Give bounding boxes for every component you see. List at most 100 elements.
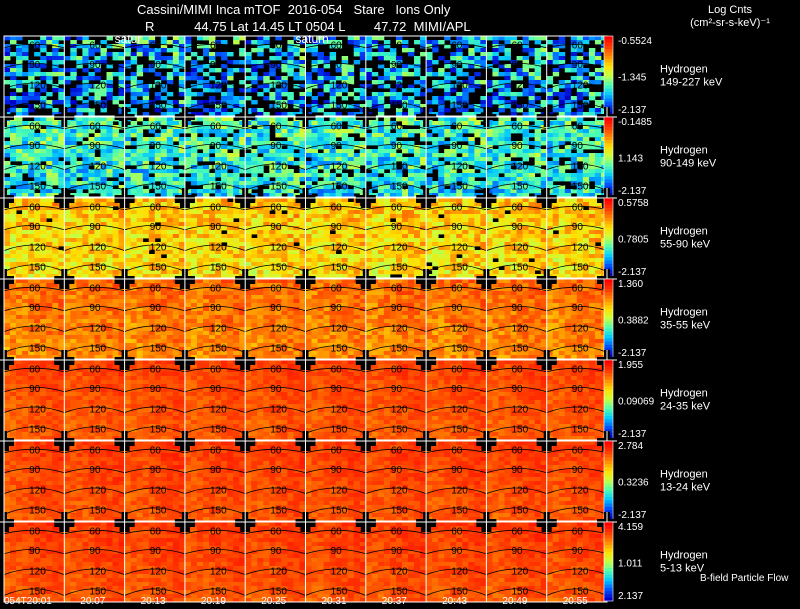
pitch-angle-contour — [64, 406, 125, 413]
colorbar-segment — [604, 503, 613, 508]
colorbar-max-label: -0.5524 — [618, 36, 652, 47]
pitch-angle-contour — [184, 102, 246, 110]
colorbar-segment — [604, 88, 613, 93]
colorbar-segment — [604, 464, 613, 468]
colorbar-segment — [604, 237, 613, 242]
energy-range-label: 90-149 keV — [660, 158, 717, 170]
row-crosshair-marker — [355, 188, 376, 208]
pitch-angle-contour — [245, 406, 306, 413]
pitch-angle-contour — [546, 143, 608, 150]
pitch-angle-contour — [305, 406, 366, 413]
pitch-angle-contour — [3, 286, 65, 292]
contour-label: 60 — [512, 284, 524, 295]
contour-label: 60 — [331, 41, 343, 52]
colorbar-segment — [604, 373, 613, 377]
colorbar-segment — [604, 525, 613, 529]
contour-label: 120 — [451, 161, 468, 172]
contour-label: 120 — [270, 323, 287, 334]
colorbar-segment — [604, 470, 613, 475]
row-crosshair-marker — [355, 269, 376, 289]
colorbar-segment — [604, 568, 613, 572]
colorbar-segment — [604, 564, 613, 569]
pitch-angle-contour — [486, 62, 547, 69]
contour-label: 120 — [451, 323, 468, 334]
contour-label: 120 — [572, 161, 589, 172]
colorbar-segment — [604, 123, 613, 128]
pitch-angle-contour — [546, 102, 608, 110]
colorbar-mid-label: 1.143 — [618, 154, 643, 165]
pitch-angle-contour — [245, 62, 306, 69]
contour-label: 60 — [270, 284, 282, 295]
pitch-angle-contour — [124, 183, 186, 191]
contour-label: 90 — [210, 141, 222, 152]
pitch-angle-contour — [64, 143, 125, 150]
colorbar-segment — [604, 42, 613, 47]
contour-label: 90 — [89, 222, 101, 233]
colorbar-segment — [604, 153, 613, 157]
colorbar-segment — [604, 318, 613, 323]
colorbar-segment — [604, 305, 613, 309]
contour-label: 150 — [210, 182, 227, 193]
contour-label: 60 — [29, 527, 41, 538]
colorbar-segment — [604, 156, 613, 161]
pitch-angle-contour — [305, 286, 366, 292]
contour-label: 60 — [391, 203, 403, 214]
colorbar-segment — [604, 311, 613, 316]
pitch-angle-contour — [546, 43, 608, 49]
pitch-angle-contour — [64, 102, 125, 110]
pitch-angle-contour — [124, 264, 186, 272]
pitch-angle-contour — [3, 244, 65, 251]
contour-label: 120 — [29, 161, 46, 172]
contour-label: 60 — [451, 203, 463, 214]
pitch-angle-contour — [3, 183, 65, 191]
energy-range-label: 5-13 keV — [660, 563, 705, 575]
pitch-angle-contour — [124, 205, 185, 211]
row-crosshair-marker — [235, 107, 256, 127]
pitch-angle-contour — [546, 345, 608, 353]
pitch-angle-contour — [64, 264, 125, 272]
contour-label: 150 — [512, 101, 529, 112]
row-crosshair-marker — [476, 107, 497, 127]
contour-label: 90 — [150, 303, 162, 314]
contour-label: 90 — [331, 384, 343, 395]
contour-label: 150 — [29, 101, 46, 112]
colorbar-segment — [604, 541, 613, 546]
pitch-angle-contour — [124, 102, 186, 110]
contour-label: 90 — [391, 222, 403, 233]
contour-label: 60 — [150, 527, 162, 538]
contour-label: 90 — [391, 384, 403, 395]
pitch-angle-contour — [64, 367, 125, 373]
colorbar-mid-label: 0.3882 — [618, 316, 649, 327]
pitch-angle-contour — [64, 163, 125, 170]
time-tick-label: 20:37 — [382, 596, 407, 607]
pitch-angle-contour — [184, 305, 246, 312]
contour-label: 90 — [89, 141, 101, 152]
colorbar-segment — [604, 172, 613, 177]
colorbar-segment — [604, 331, 613, 336]
contour-label: 120 — [572, 323, 589, 334]
pitch-angle-contour — [245, 264, 306, 272]
contour-label: 120 — [512, 161, 529, 172]
contour-label: 60 — [391, 284, 403, 295]
colorbar-segment — [604, 163, 613, 167]
pitch-angle-contour — [486, 325, 547, 332]
colorbar-segment — [604, 561, 613, 566]
contour-label: 60 — [331, 446, 343, 457]
colorbar-segment — [604, 65, 613, 70]
species-label: Hydrogen — [660, 469, 708, 481]
contour-label: 120 — [29, 242, 46, 253]
pitch-angle-contour — [425, 264, 487, 272]
colorbar-segment — [604, 545, 613, 549]
pitch-angle-contour — [245, 43, 306, 49]
